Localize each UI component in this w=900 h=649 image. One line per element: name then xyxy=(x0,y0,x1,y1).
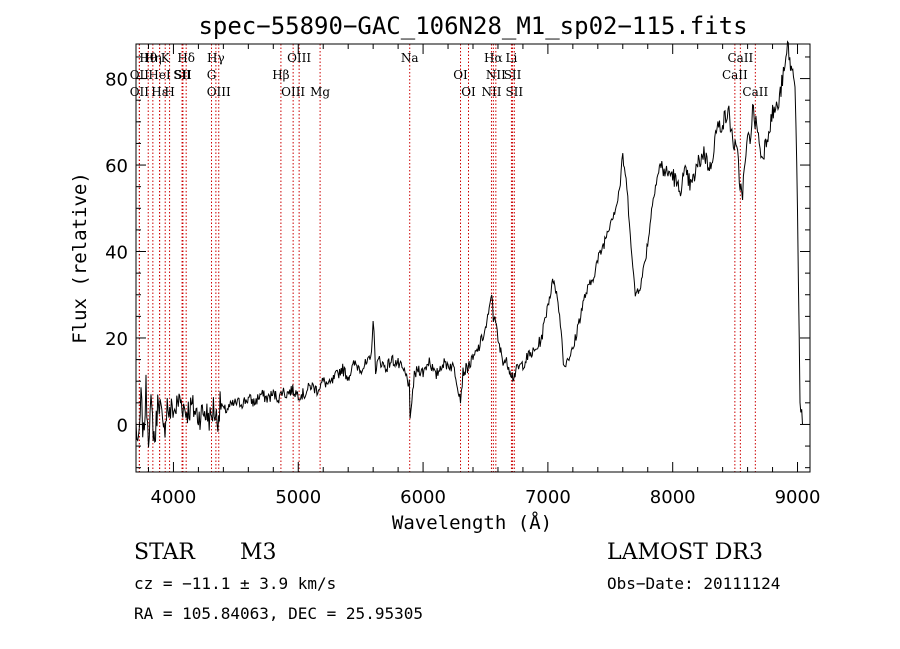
line-marker-label: SII xyxy=(173,68,191,82)
line-marker-label: SII xyxy=(504,68,522,82)
line-marker-label: H xyxy=(164,85,174,99)
line-marker-label: Hβ xyxy=(272,68,289,82)
axis-ticks: 4000 5000 6000 7000 8000 9000 0 20 40 60 80 xyxy=(105,44,820,508)
line-marker-label: OI xyxy=(453,68,468,82)
x-tick-label: 6000 xyxy=(400,487,446,508)
redshift-readout: cz = −11.1 ± 3.9 km/s xyxy=(134,574,336,593)
line-marker-label: Hθ xyxy=(139,51,157,65)
x-tick-label: 7000 xyxy=(525,487,571,508)
line-marker-label: K xyxy=(161,51,171,65)
spectrum-line xyxy=(135,40,803,448)
line-marker-label: Hα xyxy=(484,51,503,65)
line-marker-label: CaII xyxy=(742,85,768,99)
y-tick-label: 0 xyxy=(117,415,128,436)
line-marker-label: OII xyxy=(130,68,150,82)
line-marker-label: Hδ xyxy=(177,51,195,65)
y-tick-label: 20 xyxy=(105,329,128,350)
object-class: STAR xyxy=(134,540,196,565)
y-axis-label: Flux (relative) xyxy=(69,172,91,344)
coordinates: RA = 105.84063, DEC = 25.95305 xyxy=(134,604,423,623)
line-marker-label: OIII xyxy=(287,51,311,65)
line-label-group: HθOIIOIIHηHeIHεKSIIHHδSIIOIIIHγGOIIIOIII… xyxy=(130,51,769,99)
line-marker-label: Hγ xyxy=(207,51,225,65)
object-subclass: M3 xyxy=(240,540,277,565)
line-marker-label: OIII xyxy=(281,85,305,99)
line-marker-label: OI xyxy=(461,85,476,99)
line-marker-label: Hη xyxy=(144,51,162,65)
y-tick-label: 80 xyxy=(105,70,128,91)
x-tick-label: 8000 xyxy=(650,487,696,508)
line-marker-label: Mg xyxy=(310,85,330,99)
survey-name: LAMOST DR3 xyxy=(607,540,763,565)
line-marker-label: SII xyxy=(505,85,523,99)
line-marker-label: OII xyxy=(130,85,150,99)
x-tick-label: 4000 xyxy=(151,487,197,508)
line-marker-label: G xyxy=(207,68,217,82)
x-tick-label: 5000 xyxy=(275,487,321,508)
obs-date: Obs−Date: 20111124 xyxy=(607,574,780,593)
y-tick-label: 40 xyxy=(105,243,128,264)
chart-title: spec−55890−GAC_106N28_M1_sp02−115.fits xyxy=(198,12,747,40)
line-marker-label: Hε xyxy=(151,85,168,99)
x-tick-label: 9000 xyxy=(775,487,821,508)
line-marker-label: CaII xyxy=(727,51,753,65)
line-marker-label: OIII xyxy=(207,85,231,99)
y-tick-label: 60 xyxy=(105,156,128,177)
line-marker-label: Na xyxy=(401,51,419,65)
line-marker-label: HeI xyxy=(148,68,171,82)
x-axis-label: Wavelength (Å) xyxy=(392,511,552,534)
line-marker-label: CaII xyxy=(722,68,748,82)
line-marker-label: Li xyxy=(506,51,518,65)
line-marker-group xyxy=(138,44,756,472)
line-marker-label: NII xyxy=(486,68,506,82)
line-marker-label: SII xyxy=(174,68,192,82)
line-marker-label: NII xyxy=(481,85,501,99)
spectrum-group xyxy=(135,40,803,448)
